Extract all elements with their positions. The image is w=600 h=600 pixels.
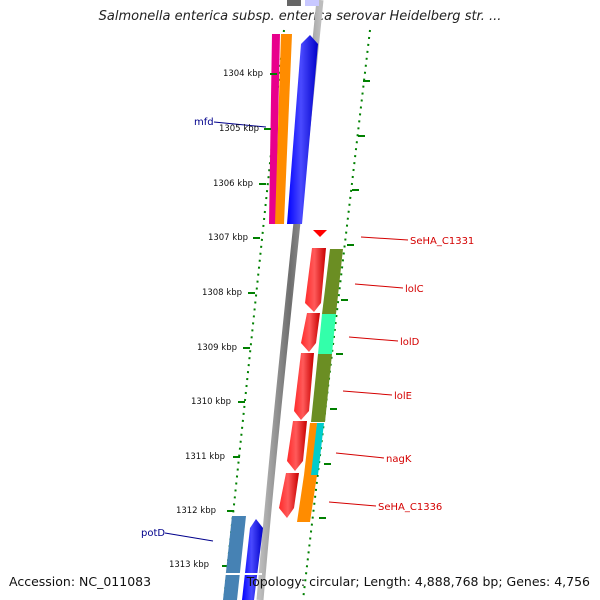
accession-text: Accession: NC_011083 <box>9 574 152 589</box>
upper-blue-cds <box>287 35 318 224</box>
tick-label: 1304 kbp <box>223 69 263 79</box>
tick-label: 1308 kbp <box>202 288 242 298</box>
tick-label: 1305 kbp <box>219 124 259 134</box>
gene-label-seha-c1331[interactable]: SeHA_C1331 <box>410 236 474 247</box>
tick-label: 1306 kbp <box>213 179 253 189</box>
upper-pink-feature <box>269 34 280 224</box>
gene-label-lold[interactable]: lolD <box>400 337 420 348</box>
cds-seha-c1336 <box>279 473 299 518</box>
gene-label-nagk[interactable]: nagK <box>386 454 412 465</box>
tick-label: 1312 kbp <box>176 506 216 516</box>
tick-label: 1310 kbp <box>191 397 231 407</box>
backbone-top-shade <box>305 0 319 6</box>
cds-lole <box>294 353 314 420</box>
upper-orange-feature <box>275 34 292 224</box>
gene-label-potd[interactable]: potD <box>141 528 165 539</box>
lower-blue-cds <box>242 519 263 600</box>
band-cyan <box>311 423 324 475</box>
map-title: Salmonella enterica subsp. enterica sero… <box>98 9 502 24</box>
cds-nagk <box>287 421 307 471</box>
left-tick-marks <box>222 73 277 567</box>
cds-lold <box>301 313 320 352</box>
gene-label-lolc[interactable]: lolC <box>405 284 424 295</box>
backbone-top <box>287 0 301 6</box>
band-olive-1 <box>322 249 343 314</box>
gene-label-mfd[interactable]: mfd <box>194 117 214 128</box>
band-olive-2 <box>311 354 332 422</box>
tick-labels: 1304 kbp 1305 kbp 1306 kbp 1307 kbp 1308… <box>169 69 263 570</box>
cds-potd-band <box>223 516 246 600</box>
cds-seha-c1331 <box>313 230 327 237</box>
tick-label: 1309 kbp <box>197 343 237 353</box>
gene-label-lole[interactable]: lolE <box>394 391 412 402</box>
band-orange-2 <box>297 475 317 522</box>
leader-lines <box>164 121 409 542</box>
right-tick-marks <box>319 80 370 519</box>
tick-label: 1313 kbp <box>169 560 209 570</box>
genome-summary-text: Topology: circular; Length: 4,888,768 bp… <box>246 574 590 589</box>
tick-label: 1307 kbp <box>208 233 248 243</box>
band-green <box>318 314 336 354</box>
outer-dotted-ring-left <box>223 29 285 600</box>
tick-label: 1311 kbp <box>185 452 225 462</box>
cds-lolc <box>305 248 326 312</box>
gene-label-seha-c1336[interactable]: SeHA_C1336 <box>378 502 442 513</box>
